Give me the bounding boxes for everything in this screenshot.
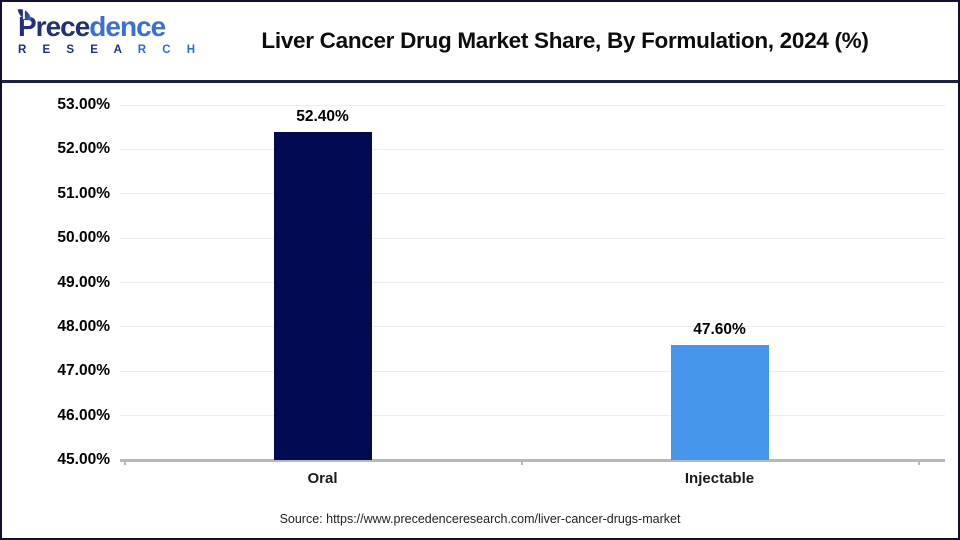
y-axis-label: 46.00% — [57, 406, 110, 424]
header-divider — [2, 80, 958, 83]
y-axis-label: 52.00% — [57, 140, 110, 158]
brand-name-light: dence — [89, 11, 166, 42]
gridline — [120, 237, 945, 239]
y-axis-label: 45.00% — [57, 451, 110, 468]
brand-subtitle-dark: R E S E A — [18, 44, 138, 56]
gridline — [120, 148, 945, 150]
gridline — [120, 104, 945, 106]
value-label: 52.40% — [296, 107, 349, 125]
gridline — [120, 193, 945, 195]
chart-title: Liver Cancer Drug Market Share, By Formu… — [261, 28, 869, 53]
y-axis-label: 51.00% — [57, 184, 110, 202]
y-axis-label: 49.00% — [57, 273, 110, 291]
axis-tick — [918, 460, 920, 465]
y-axis-label: 50.00% — [57, 229, 110, 247]
bar-injectable — [670, 344, 769, 460]
gridline — [120, 415, 945, 417]
gridline — [120, 370, 945, 372]
gridline — [120, 326, 945, 328]
header: Precedence R E S E A R C H Liver Cancer … — [2, 2, 958, 80]
brand-subtitle: R E S E A R C H — [18, 44, 208, 56]
y-axis-label: 53.00% — [57, 96, 110, 113]
y-axis-label: 48.00% — [57, 317, 110, 335]
bar-oral — [273, 131, 372, 460]
y-axis-label: 47.00% — [57, 362, 110, 380]
axis-tick — [521, 460, 523, 465]
gridline — [120, 282, 945, 283]
category-label: Oral — [307, 470, 338, 487]
brand-subtitle-light: R C H — [137, 44, 202, 56]
category-label: Injectable — [684, 470, 755, 487]
brand-name: Precedence — [17, 6, 208, 42]
axis-tick — [124, 460, 126, 465]
source-note: Source: https://www.precedenceresearch.c… — [279, 512, 681, 526]
x-axis-line — [120, 459, 945, 462]
value-label: 47.60% — [693, 320, 746, 338]
brand-logo: Precedence R E S E A R C H — [17, 6, 208, 56]
